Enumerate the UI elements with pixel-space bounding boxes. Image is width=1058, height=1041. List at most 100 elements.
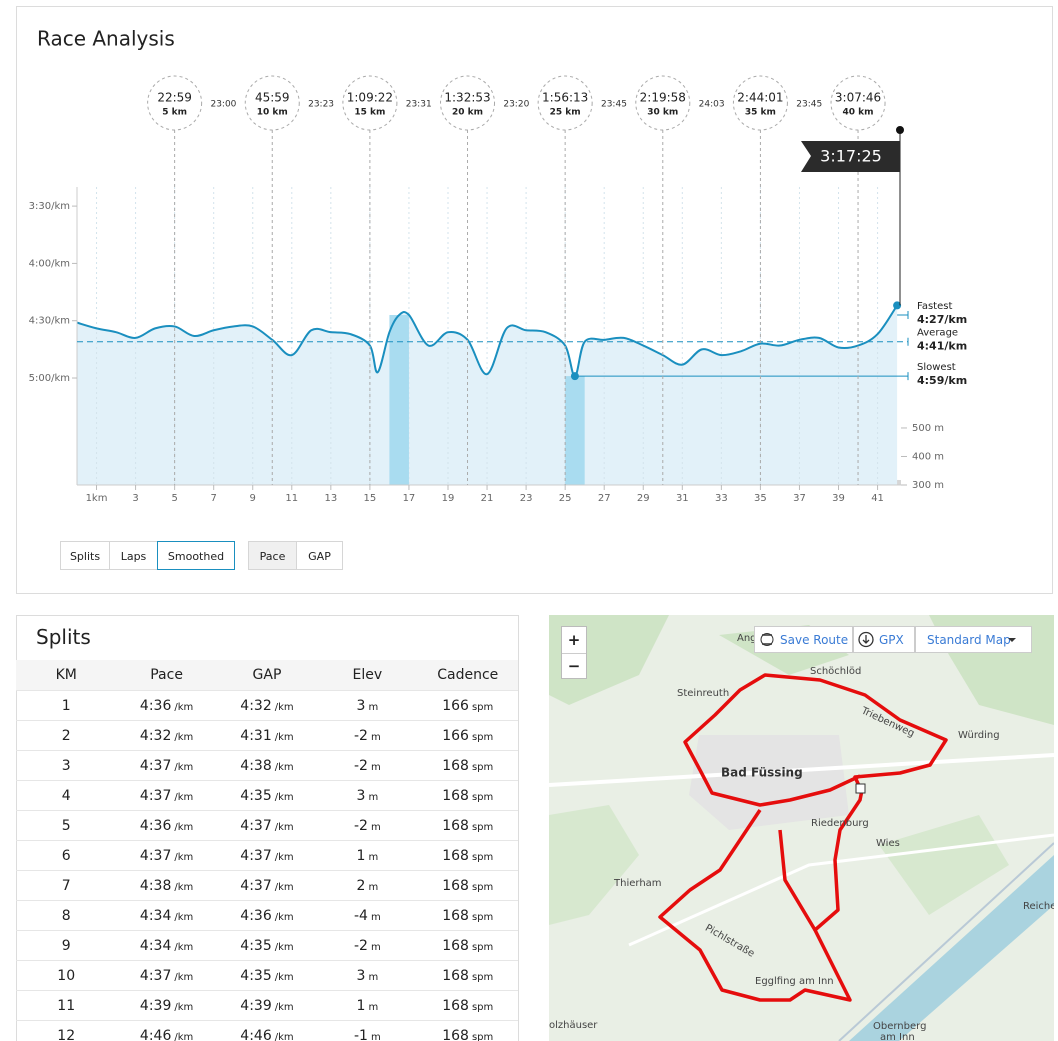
cell-value: -2 — [354, 727, 368, 744]
table-cell: 4:36/km — [217, 908, 317, 924]
cell-unit: /km — [174, 821, 194, 833]
cell-value: 4:37 — [139, 967, 172, 984]
cell-value: 1 — [61, 697, 71, 714]
highlight-band — [565, 376, 585, 485]
table-cell: 4:37/km — [116, 848, 216, 864]
cell-value: 7 — [61, 877, 71, 894]
table-cell: 4:32/km — [217, 698, 317, 714]
table-cell: 6 — [16, 848, 116, 864]
cell-value: 4:37 — [240, 817, 272, 834]
table-cell: -2 m — [317, 818, 417, 834]
cell-value: 4:35 — [240, 937, 272, 954]
table-cell: -4 m — [317, 908, 417, 924]
table-row: 5 4:36/km 4:37/km -2 m 168 spm — [16, 811, 518, 841]
place: olzhäuser — [549, 1020, 598, 1031]
split-interval: 23:45 — [796, 100, 822, 110]
cell-value: 166 — [442, 727, 469, 744]
table-row: 1 4:36/km 4:32/km 3 m 166 spm — [16, 691, 518, 721]
x-tick-label: 11 — [285, 493, 298, 504]
table-cell: 4:37/km — [116, 968, 216, 984]
table-cell: 4:37/km — [116, 758, 216, 774]
zoom-out[interactable]: − — [567, 657, 581, 675]
cell-value: 9 — [61, 937, 71, 954]
table-cell: 4:36/km — [116, 818, 216, 834]
cell-value: 168 — [442, 877, 469, 894]
toggle-button[interactable]: GAP — [296, 541, 343, 570]
forest — [549, 805, 639, 925]
split-time: 2:19:58 — [640, 91, 686, 105]
table-cell: 4:37/km — [217, 818, 317, 834]
cell-unit: /km — [174, 881, 194, 893]
split-interval: 23:31 — [406, 100, 432, 110]
cell-unit: spm — [471, 1001, 494, 1013]
split-distance: 20 km — [452, 108, 483, 118]
table-cell: 4 — [16, 788, 116, 804]
split-marker — [342, 75, 398, 131]
cell-value: -1 — [354, 1027, 368, 1041]
table-row: 7 4:38/km 4:37/km 2 m 168 spm — [16, 871, 518, 901]
reference-name: Slowest — [917, 362, 956, 373]
y2-tick-label: 400 m — [912, 451, 944, 462]
x-tick-label: 25 — [559, 493, 572, 504]
cell-unit: /km — [174, 1001, 194, 1013]
map[interactable]: Ang Schöchlöd Steinreuth Triebenweg Würd… — [549, 615, 1054, 1041]
column-header: Cadence — [437, 667, 499, 683]
river-bank — [838, 842, 1054, 1041]
cell-unit: /km — [274, 761, 294, 773]
x-tick-label: 3 — [132, 493, 138, 504]
toggle-button[interactable]: Smoothed — [157, 541, 235, 570]
table-header: KM Pace GAP Elev Cadence — [16, 660, 518, 691]
cell-value: -2 — [354, 757, 368, 774]
cell-unit: m — [370, 941, 381, 953]
table-cell: 3 — [16, 758, 116, 774]
cell-unit: /km — [274, 911, 294, 923]
gpx-button[interactable]: GPX — [853, 626, 915, 653]
table-cell: 4:46/km — [116, 1028, 216, 1041]
road — [549, 753, 1054, 787]
reference-name: Average — [917, 328, 958, 339]
table-cell: 168 spm — [418, 758, 518, 774]
finish-flag — [801, 141, 900, 172]
split-marker — [244, 75, 300, 131]
cell-value: 4:31 — [240, 727, 272, 744]
zoom-in[interactable]: + — [562, 627, 586, 654]
table-cell: 168 spm — [418, 1028, 518, 1041]
cell-unit: spm — [471, 701, 494, 713]
cell-unit: spm — [471, 821, 494, 833]
cell-unit: /km — [274, 971, 294, 983]
split-distance: 5 km — [162, 108, 187, 118]
cell-value: 4:36 — [139, 817, 172, 834]
cell-unit: /km — [274, 851, 294, 863]
cell-value: 5 — [61, 817, 71, 834]
cell-value: 168 — [442, 817, 469, 834]
column-header: GAP — [252, 667, 282, 683]
cell-value: 1 — [356, 847, 366, 864]
cell-value: 3 — [356, 787, 366, 804]
place: Ang — [737, 633, 757, 644]
cell-unit: m — [370, 731, 381, 743]
table-cell: 4:31/km — [217, 728, 317, 744]
cell-value: 168 — [442, 907, 469, 924]
split-marker — [830, 75, 886, 131]
map-style-dropdown[interactable]: Standard Map — [915, 626, 1032, 653]
cell-unit: /km — [174, 761, 194, 773]
cell-unit: /km — [174, 971, 194, 983]
toggle-button[interactable]: Splits — [60, 541, 110, 570]
splits-table: KM Pace GAP Elev Cadence 1 4:36/km 4:32/km 3 m 166… — [16, 660, 518, 1041]
cell-unit: spm — [471, 731, 494, 743]
x-tick-label: 39 — [832, 493, 845, 504]
x-tick-label: 21 — [481, 493, 494, 504]
toggle-button[interactable]: Pace — [248, 541, 297, 570]
band-layer — [389, 314, 585, 485]
cell-unit: /km — [174, 941, 194, 953]
route — [683, 673, 948, 807]
cell-value: 4:37 — [139, 847, 172, 864]
cell-unit: /km — [174, 851, 194, 863]
cell-value: 3 — [61, 757, 71, 774]
cell-value: 168 — [442, 967, 469, 984]
toggle-button[interactable]: Laps — [109, 541, 158, 570]
save-route-button[interactable]: Save Route — [754, 626, 853, 653]
